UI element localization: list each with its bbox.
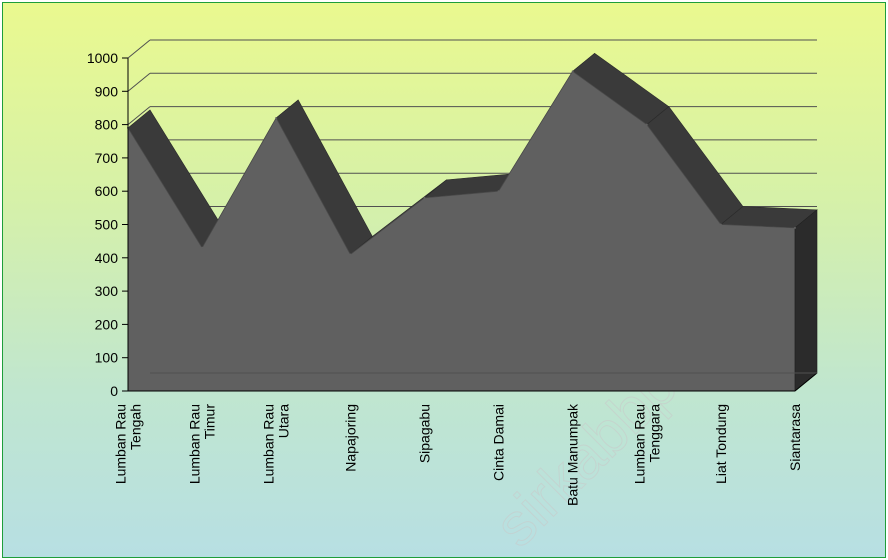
data-point [201,246,204,249]
x-tick-label: Lumban Rau Tenggara [631,404,662,484]
x-tick-label: Liat Tondung [713,404,729,484]
x-tick-label: Batu Manumpak [565,403,581,506]
x-tick-label-line: Timur [202,404,218,440]
gridline-depth [127,106,151,125]
x-tick-label-line: Utara [276,404,292,438]
gridline-depth [127,72,151,92]
x-tick-label-line: Tenggara [646,404,662,463]
x-tick-label-line: Tengah [128,404,144,450]
y-tick-label: 0 [110,383,118,399]
data-point [645,123,648,126]
axes [122,57,818,392]
y-tick-label: 600 [95,183,119,199]
y-tick-label: 200 [95,316,119,332]
x-tick-label: Lumban Rau Timur [187,404,218,484]
data-point [571,70,574,73]
x-tick-label-line: Lumban Rau [187,404,203,484]
area-side-face [794,209,818,392]
y-tick-label: 500 [95,217,119,233]
x-tick-label: Lumban Rau Tengah [113,404,144,484]
x-tick-label-line: Lumban Rau [113,404,129,484]
x-tick-label: Sipagabu [416,404,432,463]
data-point [497,190,500,193]
y-tick-label: 700 [95,150,119,166]
area-front-face [127,70,796,392]
x-tick-label: Siantarasa [787,404,803,471]
y-tick-label: 100 [95,350,119,366]
x-tick-labels: Lumban Rau Tengah Lumban Rau Timur Lumban Ra… [113,403,804,506]
y-tick-labels: 0 100 200 300 400 500 600 700 800 900 1000 [87,50,118,399]
floor-depth-edge [794,372,818,392]
x-tick-label-line: Napajoring [342,404,358,472]
x-tick-label: Napajoring [342,404,358,472]
x-tick-label-line: Lumban Rau [261,404,277,484]
y-tick-label: 900 [95,83,119,99]
gridline-depth [127,39,151,59]
y-tick-label: 400 [95,250,119,266]
x-tick-label: Lumban Rau Utara [261,404,292,484]
data-point [719,223,722,226]
y-tick-label: 1000 [87,50,118,66]
data-point [794,226,796,229]
x-tick-label-line: Lumban Rau [631,404,647,484]
x-tick-label: Cinta Damai [491,404,507,481]
y-tick-label: 300 [95,283,119,299]
x-tick-label-line: Liat Tondung [713,404,729,484]
data-point [349,253,352,256]
data-point [275,116,278,119]
data-point [423,196,426,199]
x-tick-label-line: Cinta Damai [491,404,507,481]
x-tick-label-line: Siantarasa [787,404,803,471]
area-series [127,52,818,392]
x-tick-label-line: Batu Manumpak [565,403,581,506]
y-tick-label: 800 [95,117,119,133]
x-tick-label-line: Sipagabu [416,404,432,463]
